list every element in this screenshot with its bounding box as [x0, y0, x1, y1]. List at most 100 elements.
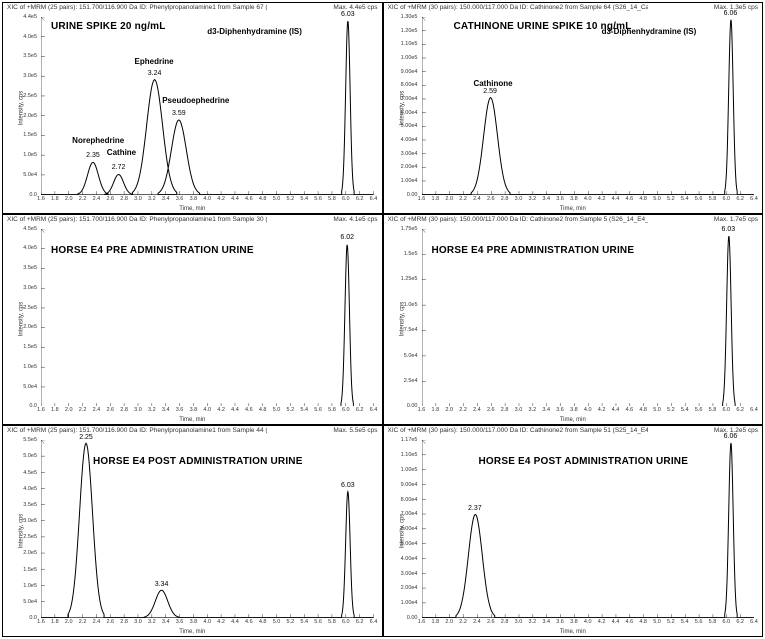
x-tick-label: 6.0 — [342, 196, 350, 202]
x-tick-label: 5.2 — [287, 407, 295, 413]
y-tick-label: 2.5e5 — [23, 534, 37, 540]
x-tick-label: 5.2 — [287, 196, 295, 202]
plot-area — [422, 440, 755, 618]
chromatogram-panel: XIC of +MRM (25 pairs): 151.700/116.900 … — [2, 214, 383, 426]
y-tick-label: 0.0 — [29, 192, 37, 198]
x-tick-label: 3.8 — [190, 619, 198, 625]
x-tick-label: 2.4 — [473, 407, 481, 413]
x-tick-label: 2.2 — [459, 196, 467, 202]
x-tick-label: 4.2 — [598, 196, 606, 202]
x-tick-label: 2.8 — [501, 196, 509, 202]
y-tick-label: 2.0e5 — [23, 324, 37, 330]
chromatogram-panel: XIC of +MRM (25 pairs): 151.700/116.900 … — [2, 2, 383, 214]
x-tick-label: 3.8 — [570, 619, 578, 625]
x-tick-label: 4.2 — [598, 407, 606, 413]
x-tick-label: 4.8 — [639, 196, 647, 202]
y-tick-label: 3.5e5 — [23, 502, 37, 508]
peak-name-label: Ephedrine — [135, 57, 174, 66]
x-tick-label: 4.8 — [639, 619, 647, 625]
x-tick-label: 5.6 — [695, 196, 703, 202]
x-tick-label: 2.8 — [501, 407, 509, 413]
x-tick-label: 2.0 — [445, 619, 453, 625]
x-tick-label: 6.2 — [736, 407, 744, 413]
y-tick-label: 8.00e4 — [401, 497, 418, 503]
x-tick-label: 2.8 — [120, 196, 128, 202]
x-tick-label: 3.2 — [529, 196, 537, 202]
x-tick-label: 2.8 — [120, 619, 128, 625]
x-tick-label: 6.4 — [370, 407, 378, 413]
x-tick-label: 6.2 — [356, 196, 364, 202]
x-tick-label: 6.0 — [722, 407, 730, 413]
x-ticks: 1.61.82.02.22.42.62.83.03.23.43.63.84.04… — [41, 196, 374, 204]
x-tick-label: 6.0 — [342, 619, 350, 625]
x-tick-label: 1.8 — [432, 619, 440, 625]
x-tick-label: 5.0 — [273, 196, 281, 202]
y-tick-label: 0.0 — [29, 615, 37, 621]
y-tick-label: 2.5e5 — [23, 305, 37, 311]
x-tick-label: 2.6 — [487, 407, 495, 413]
x-tick-label: 5.6 — [314, 196, 322, 202]
y-tick-label: 5.0e4 — [23, 599, 37, 605]
x-tick-label: 2.6 — [106, 619, 114, 625]
y-tick-label: 1.00e4 — [401, 178, 418, 184]
x-tick-label: 6.2 — [736, 196, 744, 202]
chromatogram-panel: XIC of +MRM (25 pairs): 151.700/116.900 … — [2, 425, 383, 637]
x-tick-label: 5.4 — [681, 407, 689, 413]
x-tick-label: 3.8 — [190, 407, 198, 413]
panel-max-label: Max. 4.1e5 cps — [333, 216, 377, 223]
y-tick-label: 4.0e5 — [23, 34, 37, 40]
x-tick-label: 6.2 — [356, 407, 364, 413]
x-ticks: 1.61.82.02.22.42.62.83.03.23.43.63.84.04… — [41, 619, 374, 627]
x-tick-label: 5.0 — [653, 619, 661, 625]
x-tick-label: 2.4 — [93, 619, 101, 625]
y-tick-label: 4.0e5 — [23, 245, 37, 251]
x-tick-label: 1.8 — [51, 619, 59, 625]
x-tick-label: 4.4 — [231, 407, 239, 413]
x-tick-label: 3.4 — [542, 407, 550, 413]
x-tick-label: 5.8 — [709, 196, 717, 202]
x-tick-label: 5.6 — [314, 407, 322, 413]
x-tick-label: 3.2 — [148, 407, 156, 413]
y-tick-label: 3.0e5 — [23, 285, 37, 291]
panel-header: XIC of +MRM (30 pairs): 150.000/117.000 … — [388, 216, 648, 223]
y-tick-label: 1.0e5 — [23, 583, 37, 589]
x-tick-label: 2.0 — [65, 196, 73, 202]
y-tick-label: 4.0e5 — [23, 486, 37, 492]
x-tick-label: 5.2 — [667, 407, 675, 413]
x-tick-label: 6.4 — [370, 619, 378, 625]
plot-area — [422, 17, 755, 195]
x-tick-label: 4.6 — [625, 196, 633, 202]
x-tick-label: 4.2 — [217, 196, 225, 202]
x-tick-label: 3.8 — [570, 196, 578, 202]
x-tick-label: 4.6 — [245, 196, 253, 202]
y-tick-label: 1.0e5 — [404, 302, 418, 308]
y-tick-label: 1.5e5 — [23, 132, 37, 138]
x-tick-label: 3.8 — [570, 407, 578, 413]
x-tick-label: 3.0 — [134, 407, 142, 413]
x-tick-label: 4.2 — [217, 407, 225, 413]
peak-rt-label: 2.25 — [79, 434, 93, 441]
x-tick-label: 5.6 — [314, 619, 322, 625]
x-tick-label: 5.6 — [695, 407, 703, 413]
x-tick-label: 3.2 — [529, 407, 537, 413]
x-tick-label: 3.4 — [542, 619, 550, 625]
x-ticks: 1.61.82.02.22.42.62.83.03.23.43.63.84.04… — [422, 407, 755, 415]
peak-rt-label: 6.02 — [340, 234, 354, 241]
y-tick-label: 5.0e5 — [23, 453, 37, 459]
y-tick-label: 1.25e5 — [401, 276, 418, 282]
panel-header: XIC of +MRM (25 pairs): 151.700/116.900 … — [7, 216, 267, 223]
x-axis-label: Time, min — [560, 417, 586, 423]
x-tick-label: 6.4 — [370, 196, 378, 202]
y-tick-label: 1.5e5 — [23, 567, 37, 573]
x-tick-label: 6.2 — [736, 619, 744, 625]
x-tick-label: 2.4 — [473, 196, 481, 202]
x-tick-label: 5.8 — [709, 619, 717, 625]
panel-header: XIC of +MRM (30 pairs): 150.000/117.000 … — [388, 4, 648, 11]
x-tick-label: 4.4 — [612, 196, 620, 202]
peak-rt-label: 2.37 — [468, 505, 482, 512]
x-tick-label: 2.0 — [445, 407, 453, 413]
x-tick-label: 2.0 — [65, 407, 73, 413]
peak-name-label: d3-Diphenhydramine (IS) — [207, 27, 302, 36]
x-tick-label: 5.4 — [300, 196, 308, 202]
x-tick-label: 4.0 — [203, 407, 211, 413]
